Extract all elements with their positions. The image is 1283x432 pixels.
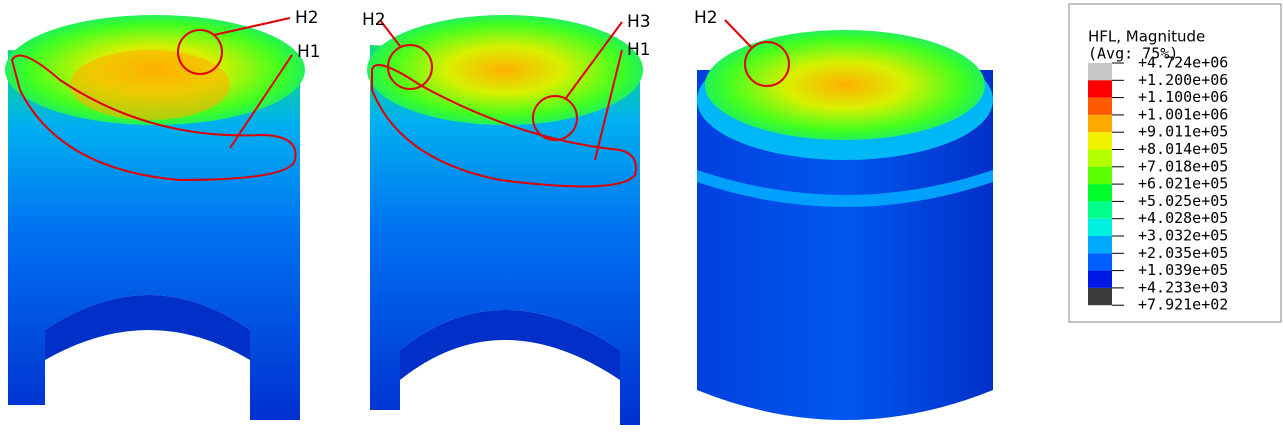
legend-label: +9.011e+05 — [1138, 123, 1228, 141]
annotation-label: H2 — [694, 8, 718, 28]
legend-label: +1.039e+05 — [1138, 261, 1228, 279]
piston-3 — [697, 30, 993, 420]
legend-label: +7.921e+02 — [1138, 296, 1228, 314]
legend-swatch — [1088, 288, 1112, 305]
legend-label: +1.200e+06 — [1138, 71, 1228, 89]
legend-swatch — [1088, 271, 1112, 288]
legend-swatch — [1088, 115, 1112, 132]
legend-swatch — [1088, 98, 1112, 115]
legend-swatch — [1088, 167, 1112, 184]
legend-swatch — [1088, 80, 1112, 97]
legend-swatch — [1088, 236, 1112, 253]
legend-label: +1.100e+06 — [1138, 88, 1228, 106]
legend-label: +6.021e+05 — [1138, 175, 1228, 193]
legend-label: +5.025e+05 — [1138, 192, 1228, 210]
legend-swatch — [1088, 219, 1112, 236]
piston-1 — [5, 15, 305, 420]
legend-swatch — [1088, 184, 1112, 201]
legend-swatch — [1088, 201, 1112, 218]
annotation-label: H1 — [297, 42, 321, 62]
annotation-label: H2 — [295, 8, 319, 28]
legend-label: +8.014e+05 — [1138, 140, 1228, 158]
figure: H2 H1 H2 H3 H1 H2 HFL, Magnitude (Avg: 7… — [0, 0, 1283, 428]
legend-label: +4.724e+06 — [1138, 54, 1228, 72]
annotation-label: H1 — [627, 40, 651, 60]
legend-label: +4.233e+03 — [1138, 278, 1228, 296]
legend-label: +2.035e+05 — [1138, 244, 1228, 262]
legend: HFL, Magnitude (Avg: 75%) +4.724e+06+1.2… — [1069, 4, 1281, 322]
legend-swatch — [1088, 150, 1112, 167]
legend-label: +3.032e+05 — [1138, 227, 1228, 245]
annotation-label: H3 — [627, 12, 651, 32]
legend-label: +4.028e+05 — [1138, 209, 1228, 227]
legend-swatch — [1088, 63, 1112, 80]
legend-title: HFL, Magnitude — [1088, 28, 1205, 46]
legend-swatch — [1088, 132, 1112, 149]
legend-label: +7.018e+05 — [1138, 157, 1228, 175]
annotation-label: H2 — [362, 10, 386, 30]
legend-label: +1.001e+06 — [1138, 105, 1228, 123]
legend-swatch — [1088, 253, 1112, 270]
